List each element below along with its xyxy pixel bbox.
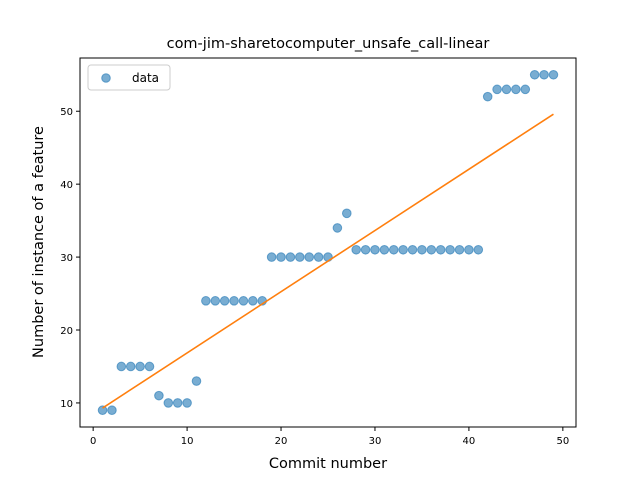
data-point — [266, 252, 277, 262]
data-point — [445, 244, 455, 255]
data-point — [548, 69, 559, 80]
data-point — [464, 244, 474, 255]
data-point — [313, 252, 324, 262]
plot-area — [97, 69, 559, 416]
data-point — [154, 390, 164, 401]
data-point — [295, 252, 305, 262]
data-point — [539, 69, 549, 80]
data-point — [398, 244, 408, 255]
data-point — [304, 252, 315, 262]
data-point — [370, 244, 380, 255]
data-point — [107, 405, 117, 416]
y-axis-label: Number of instance of a feature — [31, 126, 47, 358]
x-axis-label: Commit number — [269, 456, 387, 472]
data-point — [163, 398, 174, 408]
y-tick-label: 20 — [60, 326, 73, 337]
legend-label: data — [132, 71, 159, 85]
legend-marker — [101, 73, 111, 83]
legend-box — [87, 64, 171, 91]
data-point — [219, 296, 230, 306]
data-point — [116, 361, 127, 372]
data-point — [285, 252, 296, 262]
chart-title: com-jim-sharetocomputer_unsafe_call-line… — [167, 36, 490, 52]
y-tick-label: 50 — [60, 107, 73, 118]
data-point — [144, 361, 155, 372]
data-point — [473, 244, 484, 255]
trend-line — [102, 113, 554, 409]
data-point — [407, 244, 418, 255]
y-tick-label: 40 — [60, 180, 73, 191]
data-point — [229, 296, 239, 306]
data-point — [360, 244, 371, 255]
data-point — [341, 208, 352, 219]
y-tick-label: 30 — [60, 253, 73, 264]
x-tick-label: 20 — [275, 436, 288, 447]
data-point — [454, 244, 465, 255]
data-point — [435, 244, 446, 255]
data-point — [201, 296, 211, 306]
data-point — [388, 244, 399, 255]
data-point — [135, 361, 145, 372]
data-point — [351, 244, 361, 255]
y-tick-label: 10 — [60, 399, 73, 410]
data-point — [125, 361, 136, 372]
data-point — [501, 84, 512, 95]
x-tick-label: 50 — [556, 436, 569, 447]
data-point — [238, 296, 249, 306]
data-point — [248, 296, 258, 306]
data-point — [482, 91, 493, 102]
data-point — [417, 244, 427, 255]
data-point — [191, 376, 202, 386]
x-tick-label: 40 — [463, 436, 476, 447]
data-point — [379, 244, 390, 255]
data-point — [492, 84, 502, 95]
data-point — [529, 69, 540, 80]
data-point — [323, 252, 333, 262]
data-point — [276, 252, 286, 262]
data-point — [182, 398, 192, 408]
data-point — [520, 84, 531, 95]
data-point — [511, 84, 521, 95]
x-tick-label: 10 — [181, 436, 194, 447]
x-tick-label: 30 — [369, 436, 382, 447]
axes: 0 10 20 30 40 50 10 20 30 40 50 — [60, 57, 577, 447]
x-tick-label: 0 — [90, 436, 96, 447]
legend: data — [87, 64, 171, 91]
data-point — [426, 244, 437, 255]
data-point — [97, 405, 108, 416]
data-point — [332, 223, 343, 233]
data-point — [172, 398, 183, 408]
data-point — [210, 296, 221, 306]
axes-frame — [79, 57, 577, 428]
